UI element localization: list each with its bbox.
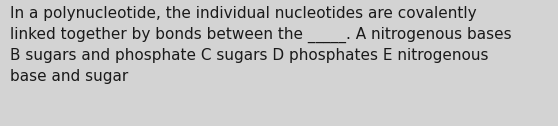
- Text: In a polynucleotide, the individual nucleotides are covalently
linked together b: In a polynucleotide, the individual nucl…: [10, 6, 512, 84]
